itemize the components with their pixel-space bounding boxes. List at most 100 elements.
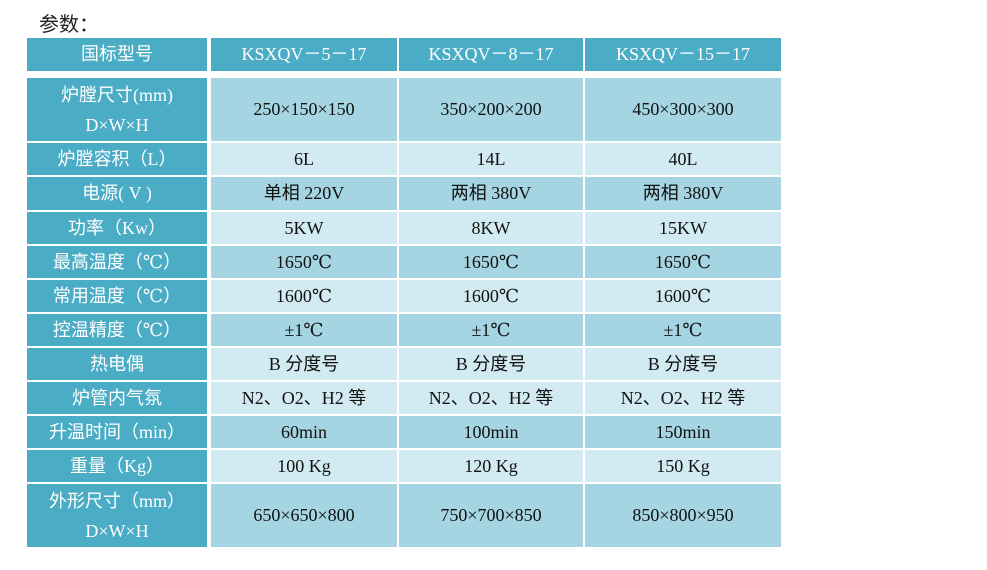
cell-value: 850×800×950 — [632, 505, 734, 526]
row-label: 炉膛尺寸(mm) D×W×H — [27, 78, 207, 141]
table-cell: 1650℃ — [585, 246, 781, 278]
cell-value: 650×650×800 — [253, 505, 355, 526]
row-label-text: 重量（Kg） — [70, 455, 164, 476]
cell-value: 1600℃ — [654, 285, 712, 306]
row-label-text: 热电偶 — [90, 353, 144, 374]
table-cell: 250×150×150 — [211, 78, 397, 141]
table-cell: 60min — [211, 416, 397, 448]
row-label-text: 控温精度（℃） — [52, 319, 182, 340]
table-cell: 350×200×200 — [399, 78, 583, 141]
cell-value: 8KW — [471, 217, 511, 238]
table-cell: 8KW — [399, 212, 583, 244]
table-cell: 两相 380V — [399, 177, 583, 210]
cell-value: 1600℃ — [275, 285, 333, 306]
header-text: KSXQV－15－17 — [615, 44, 750, 65]
cell-value: 15KW — [659, 217, 707, 238]
table-cell: 450×300×300 — [585, 78, 781, 141]
row-label: 最高温度（℃） — [27, 246, 207, 278]
row-label: 升温时间（min） — [27, 416, 207, 448]
cell-value: 100 Kg — [277, 455, 331, 476]
cell-value: 单相 220V — [263, 183, 345, 204]
cell-value: 750×700×850 — [440, 505, 542, 526]
table-cell: 14L — [399, 143, 583, 175]
table-cell: ±1℃ — [399, 314, 583, 346]
table-cell: 120 Kg — [399, 450, 583, 482]
table-cell: B 分度号 — [211, 348, 397, 380]
header-model-1: KSXQV－5－17 — [211, 38, 397, 71]
cell-value: 350×200×200 — [440, 99, 542, 120]
table-cell: 100 Kg — [211, 450, 397, 482]
table-cell: 1600℃ — [399, 280, 583, 312]
cell-value: 1650℃ — [275, 251, 333, 272]
cell-value: 1650℃ — [654, 251, 712, 272]
cell-value: 150min — [655, 421, 711, 442]
cell-value: 14L — [476, 148, 506, 169]
header-model-label: 国标型号 — [27, 38, 207, 71]
table-cell: 750×700×850 — [399, 484, 583, 547]
row-label: 电源( V ) — [27, 177, 207, 210]
table-cell: 850×800×950 — [585, 484, 781, 547]
table-cell: 150 Kg — [585, 450, 781, 482]
row-label: 功率（Kw） — [27, 212, 207, 244]
row-label-text: D×W×H — [85, 114, 149, 135]
cell-value: 120 Kg — [464, 455, 518, 476]
cell-value: ±1℃ — [663, 319, 703, 340]
row-label: 外形尺寸（mm） D×W×H — [27, 484, 207, 547]
cell-value: ±1℃ — [284, 319, 324, 340]
row-label-text: 功率（Kw） — [68, 217, 166, 238]
table-cell: ±1℃ — [585, 314, 781, 346]
table-cell: 5KW — [211, 212, 397, 244]
table-cell: N2、O2、H2 等 — [211, 382, 397, 414]
row-label-text: 炉管内气氛 — [72, 387, 162, 408]
row-label-text: 最高温度（℃） — [52, 251, 182, 272]
cell-value: 两相 380V — [450, 183, 532, 204]
cell-value: N2、O2、H2 等 — [428, 387, 554, 408]
cell-value: 100min — [463, 421, 519, 442]
row-label-text: 炉膛尺寸(mm) — [61, 84, 173, 105]
header-model-2: KSXQV－8－17 — [399, 38, 583, 71]
row-label: 炉管内气氛 — [27, 382, 207, 414]
header-model-3: KSXQV－15－17 — [585, 38, 781, 71]
cell-value: 1600℃ — [462, 285, 520, 306]
row-label-text: 电源( V ) — [82, 183, 152, 204]
cell-value: N2、O2、H2 等 — [241, 387, 367, 408]
row-label-text: 外形尺寸（mm） — [48, 490, 185, 511]
cell-value: 6L — [294, 148, 314, 169]
cell-value: 1650℃ — [462, 251, 520, 272]
table-cell: 1600℃ — [211, 280, 397, 312]
table-cell: 两相 380V — [585, 177, 781, 210]
header-text: KSXQV－5－17 — [241, 44, 367, 65]
cell-value: 60min — [280, 421, 327, 442]
cell-value: N2、O2、H2 等 — [620, 387, 746, 408]
cell-value: B 分度号 — [268, 353, 340, 374]
table-cell: N2、O2、H2 等 — [585, 382, 781, 414]
row-label-text: D×W×H — [85, 520, 149, 541]
row-label: 炉膛容积（L） — [27, 143, 207, 175]
row-label-text: 炉膛容积（L） — [57, 148, 177, 169]
cell-value: 250×150×150 — [253, 99, 355, 120]
cell-value: 450×300×300 — [632, 99, 734, 120]
row-label-text: 常用温度（℃） — [52, 285, 182, 306]
cell-value: 40L — [668, 148, 698, 169]
table-cell: 1650℃ — [211, 246, 397, 278]
cell-value: 150 Kg — [656, 455, 710, 476]
table-cell: 650×650×800 — [211, 484, 397, 547]
table-cell: N2、O2、H2 等 — [399, 382, 583, 414]
cell-value: B 分度号 — [455, 353, 527, 374]
table-cell: B 分度号 — [399, 348, 583, 380]
header-text: KSXQV－8－17 — [428, 44, 554, 65]
cell-value: 两相 380V — [642, 183, 724, 204]
row-label: 重量（Kg） — [27, 450, 207, 482]
table-cell: 1650℃ — [399, 246, 583, 278]
table-cell: 150min — [585, 416, 781, 448]
header-text: 国标型号 — [81, 44, 153, 65]
table-cell: 1600℃ — [585, 280, 781, 312]
table-cell: ±1℃ — [211, 314, 397, 346]
cell-value: ±1℃ — [471, 319, 511, 340]
row-label: 热电偶 — [27, 348, 207, 380]
table-cell: 15KW — [585, 212, 781, 244]
row-label: 控温精度（℃） — [27, 314, 207, 346]
cell-value: B 分度号 — [647, 353, 719, 374]
row-label: 常用温度（℃） — [27, 280, 207, 312]
section-title: 参数： — [39, 14, 99, 36]
